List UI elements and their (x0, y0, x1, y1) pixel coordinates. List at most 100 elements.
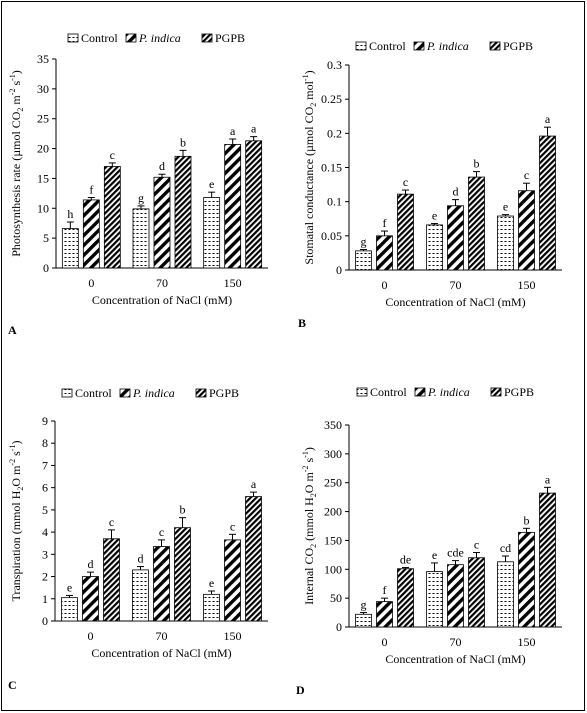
bar (203, 593, 220, 622)
y-axis-label-part: O m (302, 472, 316, 494)
significance-letter: c (524, 168, 529, 182)
significance-letter: a (251, 477, 257, 491)
y-tick-label: 10 (37, 201, 49, 215)
y-tick-label: 2 (42, 570, 48, 584)
legend-label-pgpb: PGPB (215, 31, 245, 45)
y-axis-label-part: -2 (8, 89, 17, 96)
x-axis-label: Concentration of NaCl (mM) (91, 646, 231, 660)
x-tick-label: 0 (382, 278, 388, 292)
bar (203, 197, 221, 269)
legend-label-control: Control (81, 31, 118, 45)
y-axis-label-part: -1 (8, 445, 17, 452)
bar (103, 538, 120, 622)
bar (61, 228, 79, 269)
significance-letter: cde (447, 546, 464, 560)
bar (539, 492, 556, 628)
y-axis-label-part: -2 (301, 466, 310, 473)
y-tick-label: 0.15 (321, 161, 342, 175)
significance-letter: de (400, 553, 411, 567)
y-axis-label: Internal CO2 (mmol H2O m-2 s-1) (301, 447, 318, 605)
legend-swatch-pindica (414, 387, 426, 397)
significance-letter: a (545, 112, 551, 126)
y-tick-label: 5 (43, 231, 49, 245)
y-axis-label-part: -1 (8, 74, 17, 81)
bar (468, 176, 485, 271)
bar (426, 224, 443, 271)
bar (397, 193, 414, 271)
significance-letter: e (209, 576, 214, 590)
bar (397, 568, 414, 628)
significance-letter: e (432, 209, 437, 223)
x-tick-label: 0 (382, 635, 388, 649)
y-tick-label: 200 (324, 505, 342, 519)
y-tick-label: 300 (324, 447, 342, 461)
y-tick-label: 1 (42, 592, 48, 606)
significance-letter: d (138, 552, 144, 566)
significance-letter: f (89, 183, 93, 197)
y-tick-label: 7 (42, 458, 48, 472)
significance-letter: a (545, 472, 551, 486)
y-axis-label-part: 2 (309, 493, 318, 497)
x-tick-label: 150 (224, 629, 242, 643)
y-axis-label-part: -1 (301, 451, 310, 458)
significance-letter: a (230, 124, 236, 138)
x-tick-label: 70 (450, 278, 462, 292)
legend-swatch-control (61, 388, 73, 398)
chart-panel-d: Control P. indica PGPB 0 50 100 150 200 250 300 35… (296, 385, 562, 697)
bar (132, 208, 150, 269)
significance-letter: b (474, 157, 480, 171)
y-tick-label: 3 (42, 547, 48, 561)
legend-label-pindica: P. indica (427, 385, 470, 399)
legend-label-pgpb: PGPB (503, 39, 533, 53)
y-axis-label-part: ) (302, 447, 316, 451)
legend-label-pgpb: PGPB (209, 386, 239, 400)
x-axis-label: Concentration of NaCl (mM) (92, 293, 232, 307)
bar (518, 531, 535, 628)
y-tick-label: 100 (324, 562, 342, 576)
bar (355, 613, 372, 628)
y-tick-label: 0.1 (327, 195, 342, 209)
bar (153, 176, 171, 269)
legend-swatch-pgpb (489, 41, 501, 51)
bar (61, 597, 78, 622)
y-tick-label: 250 (324, 476, 342, 490)
significance-letter: c (230, 519, 235, 533)
x-axis-label: Concentration of NaCl (mM) (385, 652, 525, 666)
significance-letter: c (159, 525, 164, 539)
bar (174, 155, 192, 269)
y-tick-label: 50 (330, 591, 342, 605)
legend: Control P. indica PGPB (67, 31, 245, 45)
significance-letter: f (383, 216, 387, 230)
bar (103, 166, 121, 269)
significance-letter: b (180, 503, 186, 517)
y-axis-label-part: (mmol H (302, 497, 316, 544)
legend-swatch-pgpb (201, 33, 213, 43)
significance-letter: e (503, 200, 508, 214)
bar (426, 571, 443, 628)
y-axis-label: Transpiration (mmol H2O m-2 s-1) (8, 441, 25, 602)
legend-label-pindica: P. indica (132, 386, 175, 400)
y-axis-label-part: Photosynthesis rate (µmol CO (9, 111, 23, 257)
significance-letter: a (251, 122, 257, 136)
bar (245, 140, 263, 269)
bar (497, 215, 514, 271)
panel-label: C (8, 678, 17, 692)
legend-swatch-pindica (119, 388, 131, 398)
y-axis-label-part: -1 (301, 74, 310, 81)
x-tick-label: 0 (88, 276, 94, 290)
y-axis-label-part: 2 (16, 487, 25, 491)
y-tick-label: 0.2 (327, 126, 342, 140)
y-tick-label: 15 (37, 171, 49, 185)
significance-letter: d (88, 557, 94, 571)
x-tick-label: 150 (518, 278, 536, 292)
y-tick-label: 20 (37, 142, 49, 156)
legend: Control P. indica PGPB (355, 39, 533, 53)
legend: Control P. indica PGPB (356, 385, 534, 399)
bar (224, 143, 242, 269)
x-tick-label: 70 (156, 276, 168, 290)
panel-label: B (298, 316, 306, 330)
x-tick-label: 0 (88, 629, 94, 643)
y-axis-label-part: s (302, 458, 316, 466)
significance-letter: g (361, 598, 367, 612)
